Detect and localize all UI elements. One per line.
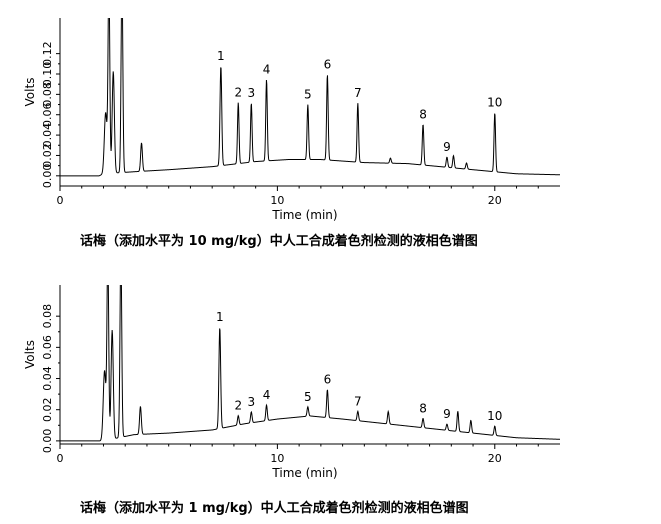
x-tick-label: 0 [57, 194, 64, 207]
y-tick-label: 0.00 [41, 164, 54, 189]
peak-label: 9 [443, 407, 451, 421]
peak-label: 5 [304, 390, 312, 404]
y-tick-label: 0.02 [41, 397, 54, 422]
y-tick-label: 0.06 [41, 102, 54, 127]
x-axis-title: Time (min) [271, 466, 337, 480]
y-tick-label: 0.06 [41, 335, 54, 360]
y-tick-label: 0.10 [41, 62, 54, 87]
peak-label: 4 [263, 388, 271, 402]
y-tick-label: 0.08 [41, 304, 54, 329]
peak-label: 9 [443, 140, 451, 154]
caption-top: 话梅（添加水平为 10 mg/kg）中人工合成着色剂检测的液相色谱图 [80, 233, 478, 249]
peak-label: 1 [216, 310, 224, 324]
x-axis-title: Time (min) [271, 208, 337, 222]
peak-label: 2 [234, 86, 242, 100]
y-tick-label: 0.04 [41, 366, 54, 391]
chromatogram-top: 0.000.020.040.060.080.100.12 0 10 20 Time (m… [23, 18, 560, 222]
peak-label: 3 [247, 86, 255, 100]
y-axis-title: Volts [23, 340, 37, 369]
chromatogram-trace [60, 285, 560, 442]
y-tick-label: 0.08 [41, 82, 54, 107]
peak-label: 2 [234, 399, 242, 413]
peak-label: 8 [419, 107, 427, 121]
peak-label: 10 [487, 96, 502, 110]
y-tick-label: 0.12 [41, 41, 54, 66]
peak-label: 4 [263, 62, 271, 76]
x-tick-label: 20 [488, 194, 502, 207]
y-tick-label: 0.02 [41, 143, 54, 168]
peak-label: 3 [247, 395, 255, 409]
chromatogram-trace [60, 18, 560, 177]
caption-bottom: 话梅（添加水平为 1 mg/kg）中人工合成着色剂检测的液相色谱图 [80, 500, 469, 516]
peak-label: 6 [324, 57, 332, 71]
peak-label: 10 [487, 409, 502, 423]
peak-label: 6 [324, 373, 332, 387]
x-tick-label: 20 [488, 452, 502, 465]
peak-label: 7 [354, 86, 362, 100]
x-tick-label: 10 [270, 194, 284, 207]
peak-label: 8 [419, 401, 427, 415]
y-tick-label: 0.00 [41, 429, 54, 454]
x-tick-label: 0 [57, 452, 64, 465]
peak-label: 7 [354, 394, 362, 408]
x-tick-label: 10 [270, 452, 284, 465]
chromatogram-bottom: 0.00 0.02 0.04 0.06 0.08 0 10 20 Time (min) Volts… [23, 285, 560, 480]
y-axis-title: Volts [23, 78, 37, 107]
peak-label: 1 [217, 49, 225, 63]
y-tick-label: 0.04 [41, 123, 54, 148]
peak-label: 5 [304, 88, 312, 102]
